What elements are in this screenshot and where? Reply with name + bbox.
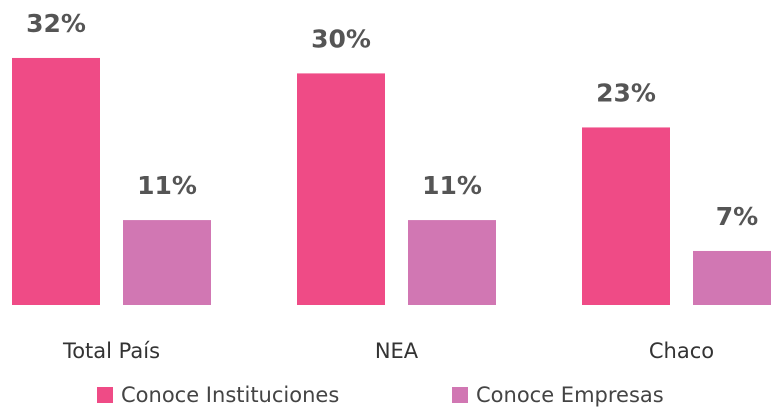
legend-label: Conoce Instituciones: [121, 383, 339, 407]
category-label: Chaco: [649, 339, 714, 363]
legend-label: Conoce Empresas: [476, 383, 664, 407]
value-label: 7%: [716, 202, 758, 231]
bar: [582, 127, 670, 305]
bar: [12, 57, 100, 306]
value-label: 23%: [596, 78, 656, 107]
value-label: 11%: [422, 171, 482, 200]
category-label: Total País: [62, 339, 160, 363]
bar: [123, 220, 211, 305]
bar: [297, 73, 385, 306]
bar: [408, 220, 496, 305]
category-label: NEA: [375, 339, 419, 363]
value-label: 11%: [137, 171, 197, 200]
legend-swatch: [452, 387, 468, 403]
bar: [693, 250, 771, 305]
value-label: 32%: [26, 9, 86, 38]
legend-swatch: [97, 387, 113, 403]
value-label: 30%: [311, 24, 371, 53]
